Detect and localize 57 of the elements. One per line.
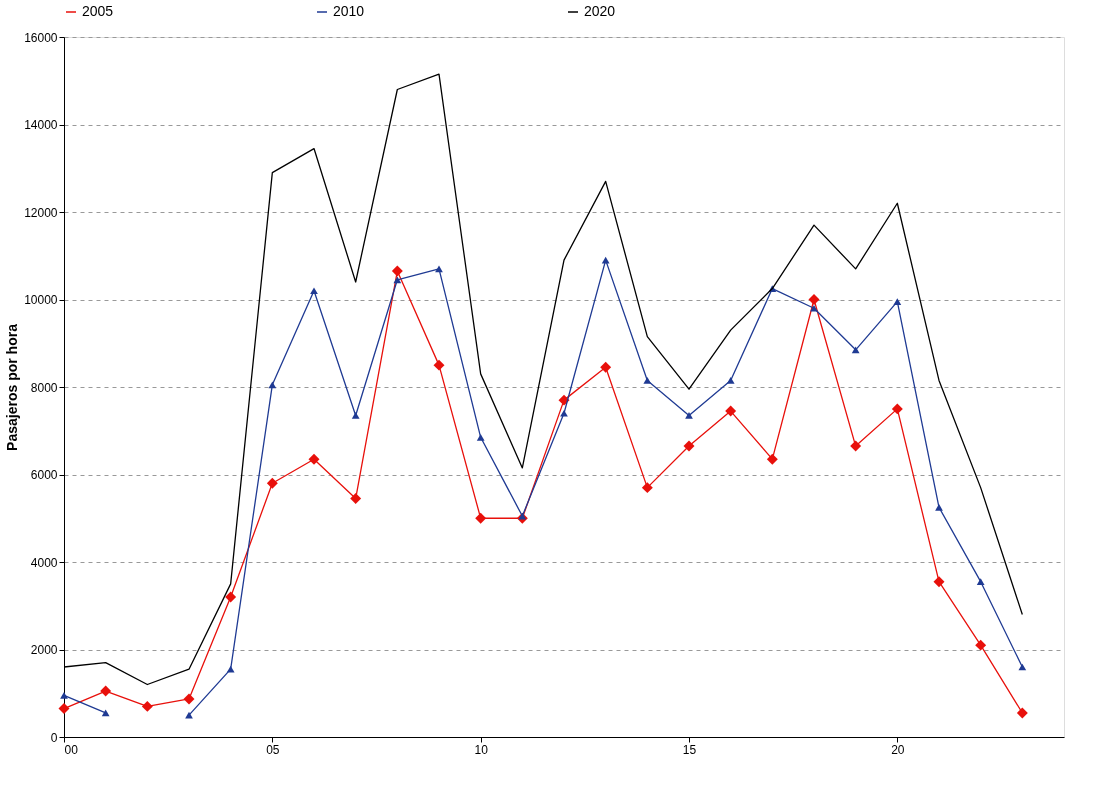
point bbox=[935, 503, 943, 511]
point bbox=[893, 298, 902, 306]
y-tick-label: 0 bbox=[50, 730, 58, 745]
point bbox=[560, 409, 568, 417]
point bbox=[725, 405, 737, 417]
point bbox=[310, 287, 318, 295]
y-tick-label: 6000 bbox=[30, 468, 58, 482]
point bbox=[393, 276, 402, 284]
point bbox=[100, 685, 112, 697]
legend-label: 2020 bbox=[584, 3, 616, 19]
point bbox=[391, 265, 403, 277]
x-tick-label: 20 bbox=[891, 742, 905, 757]
point bbox=[1016, 707, 1028, 719]
point bbox=[810, 304, 818, 312]
point bbox=[600, 361, 612, 373]
point bbox=[60, 692, 68, 699]
y-tick-label: 12000 bbox=[24, 205, 58, 220]
y-tick-label: 10000 bbox=[24, 293, 58, 307]
legend-label: 2005 bbox=[82, 3, 114, 19]
x-tick-label: 05 bbox=[266, 742, 280, 757]
point bbox=[226, 665, 235, 673]
y-tick-label: 16000 bbox=[24, 30, 58, 45]
point bbox=[891, 403, 903, 415]
x-tick-label: 15 bbox=[682, 742, 697, 757]
point bbox=[475, 512, 487, 524]
point bbox=[266, 477, 278, 489]
point bbox=[975, 639, 987, 651]
x-tick-label: 00 bbox=[64, 742, 79, 757]
y-tick-label: 4000 bbox=[30, 555, 58, 570]
point bbox=[433, 359, 445, 371]
point bbox=[225, 591, 237, 603]
point bbox=[685, 412, 693, 419]
legend-label: 2010 bbox=[333, 3, 365, 19]
point bbox=[141, 700, 153, 712]
point bbox=[643, 377, 652, 384]
point bbox=[976, 578, 985, 586]
point bbox=[350, 493, 362, 505]
point bbox=[268, 381, 277, 389]
point bbox=[766, 453, 778, 465]
point bbox=[558, 394, 570, 406]
y-tick-label: 8000 bbox=[30, 380, 58, 395]
point bbox=[850, 440, 862, 452]
y-tick-label: 2000 bbox=[30, 643, 58, 657]
point bbox=[58, 703, 70, 715]
point bbox=[933, 576, 945, 588]
point bbox=[683, 440, 695, 452]
y-tick-label: 14000 bbox=[24, 118, 58, 132]
point bbox=[851, 346, 860, 354]
y-axis-title: Pasajeros por hora bbox=[4, 323, 21, 451]
point bbox=[308, 453, 320, 465]
point bbox=[641, 482, 653, 494]
point bbox=[726, 377, 735, 384]
point bbox=[183, 693, 195, 705]
point bbox=[476, 433, 485, 441]
point bbox=[351, 412, 360, 419]
point bbox=[435, 265, 443, 273]
x-tick-label: 10 bbox=[474, 742, 489, 757]
